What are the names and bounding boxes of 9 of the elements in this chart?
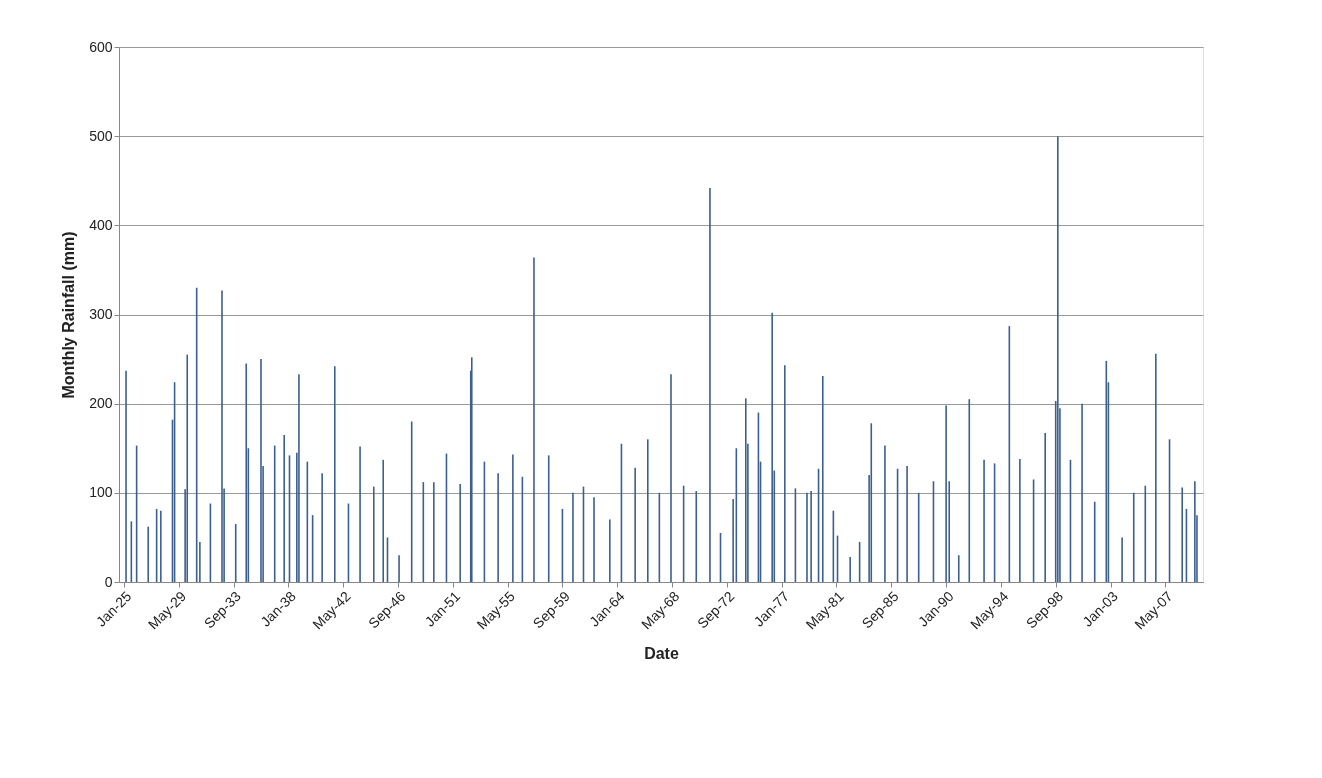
y-axis-title: Monthly Rainfall (mm) <box>60 231 78 399</box>
y-tick-label: 100 <box>89 484 113 501</box>
y-tick-label: 200 <box>89 395 113 412</box>
y-tick-label: 0 <box>104 573 113 590</box>
y-tick-label: 500 <box>89 127 113 144</box>
x-axis-title: Date <box>644 645 679 663</box>
y-tick-label: 600 <box>89 38 113 55</box>
y-tick-label: 400 <box>89 216 113 233</box>
y-tick-label: 300 <box>89 306 113 322</box>
